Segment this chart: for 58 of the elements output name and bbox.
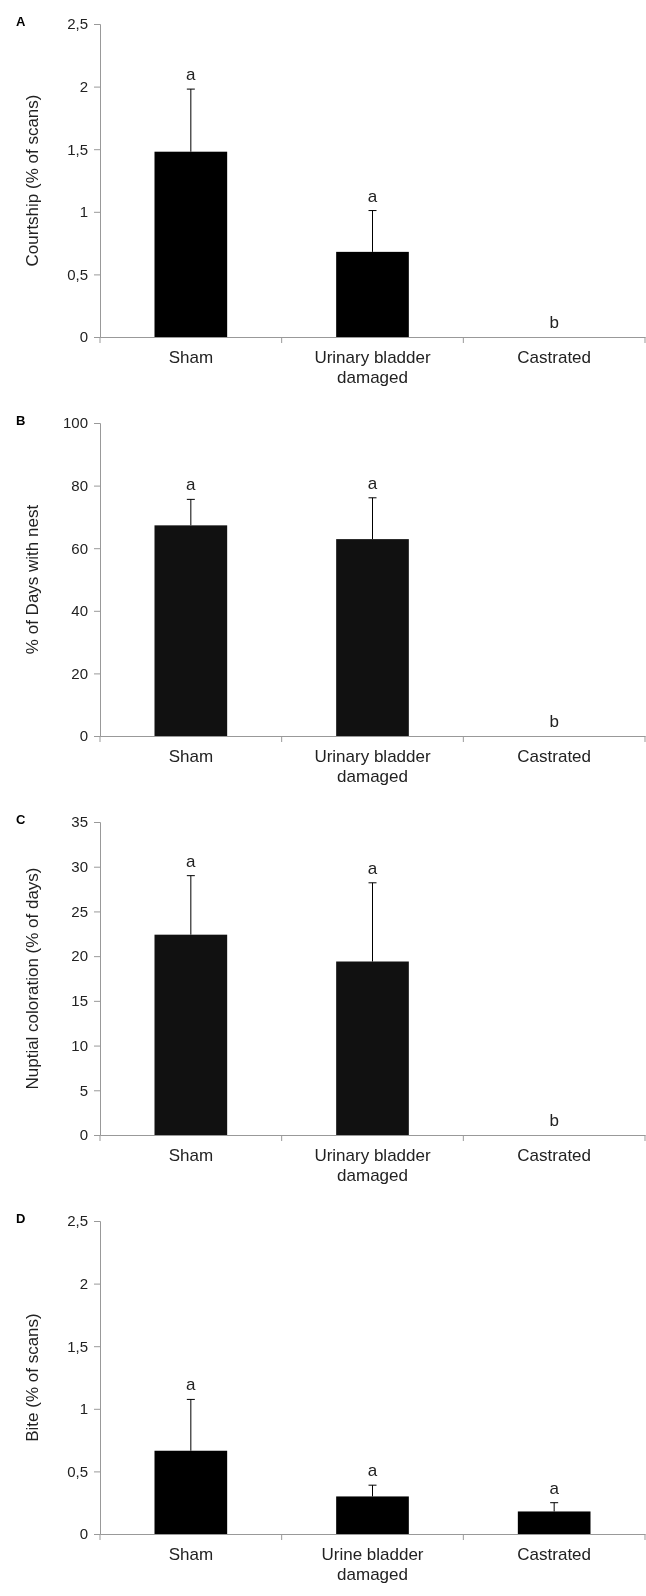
- y-tick-label: 1: [79, 1400, 88, 1418]
- annotation: a: [367, 473, 378, 493]
- annotation: b: [549, 712, 559, 731]
- annotation: a: [186, 1375, 197, 1395]
- y-tick-label: 20: [71, 947, 88, 965]
- annotation: a: [367, 858, 378, 878]
- y-axis-title: Bite (% of scans): [23, 1313, 42, 1442]
- annotation: a: [186, 65, 197, 85]
- x-tick-label: Sham: [168, 747, 214, 767]
- y-tick-label: 1,5: [67, 140, 88, 158]
- annotation: b: [549, 313, 559, 332]
- x-tick-label: Sham: [168, 348, 214, 368]
- y-axis-title: Courtship (% of scans): [23, 94, 42, 267]
- y-tick-label: 1: [79, 203, 88, 221]
- y-tick-label: 40: [71, 602, 88, 620]
- x-tick-label: Castrated: [517, 1545, 592, 1565]
- chart-title: A: [16, 14, 26, 29]
- y-tick-label: 100: [62, 414, 88, 432]
- y-tick-label: 35: [71, 813, 88, 831]
- chart-title: B: [16, 413, 26, 428]
- y-tick-label: 2: [79, 77, 88, 95]
- chart-title: D: [16, 1211, 26, 1226]
- x-tick-label: Castrated: [517, 1146, 592, 1166]
- y-tick-label: 15: [71, 992, 88, 1010]
- x-tick-label: Urinary bladder damaged: [314, 1146, 431, 1185]
- y-tick-label: 0: [79, 1525, 88, 1543]
- chart-title: C: [16, 812, 26, 827]
- y-tick-label: 30: [71, 858, 88, 876]
- x-tick-label: Sham: [168, 1545, 214, 1565]
- annotation: b: [549, 1111, 559, 1130]
- x-tick-label: Urine bladder damaged: [321, 1545, 424, 1584]
- y-tick-label: 2: [79, 1274, 88, 1292]
- x-tick-label: Castrated: [517, 747, 592, 767]
- annotation: a: [186, 851, 197, 871]
- x-tick-label: Urinary bladder damaged: [314, 348, 431, 387]
- x-tick-label: Sham: [168, 1146, 214, 1166]
- y-tick-label: 60: [71, 539, 88, 557]
- annotation: a: [367, 186, 378, 206]
- annotation: a: [549, 1478, 560, 1498]
- y-tick-label: 10: [71, 1036, 88, 1054]
- y-tick-label: 1,5: [67, 1337, 88, 1355]
- y-tick-label: 0,5: [67, 1462, 88, 1480]
- x-tick-label: Urinary bladder damaged: [314, 747, 431, 786]
- y-tick-label: 25: [71, 902, 88, 920]
- annotation: a: [186, 475, 197, 495]
- y-tick-label: 0: [79, 1126, 88, 1144]
- y-tick-label: 2,5: [67, 15, 88, 33]
- y-axis-title: Nuptial coloration (% of days): [23, 867, 42, 1090]
- y-tick-label: 0,5: [67, 265, 88, 283]
- y-tick-label: 5: [79, 1081, 88, 1099]
- y-tick-label: 0: [79, 328, 88, 346]
- y-tick-label: 2,5: [67, 1212, 88, 1230]
- y-axis-title: % of Days with nest: [23, 504, 42, 655]
- y-tick-label: 0: [79, 727, 88, 745]
- y-tick-label: 80: [71, 476, 88, 494]
- x-tick-label: Castrated: [517, 348, 592, 368]
- y-tick-label: 20: [71, 664, 88, 682]
- annotation: a: [367, 1461, 378, 1481]
